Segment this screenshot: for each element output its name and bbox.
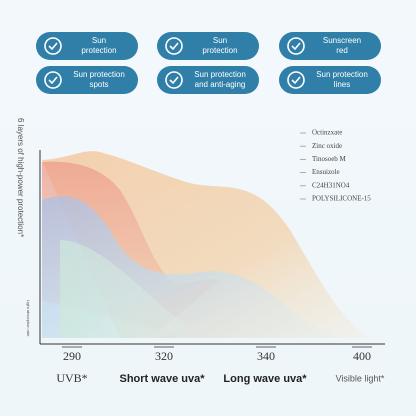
badge-bg xyxy=(279,32,381,60)
curves xyxy=(42,151,370,338)
badge-text: and anti-aging xyxy=(195,80,246,89)
badge-bg xyxy=(157,32,259,60)
region-label: Visible light* xyxy=(336,373,385,383)
legend-label: POLYSILICONE-15 xyxy=(312,195,371,203)
badge-text: lines xyxy=(334,80,350,89)
x-tick-label: 290 xyxy=(63,349,81,363)
badge-text: Sun protection xyxy=(73,70,125,79)
region-label: Short wave uva* xyxy=(120,373,206,385)
badge-icon xyxy=(44,71,62,89)
y-bottom-label: Light absorption rate xyxy=(26,300,31,337)
curve xyxy=(60,240,186,338)
legend-label: Octinzxate xyxy=(312,129,342,137)
x-tick-label: 400 xyxy=(353,349,371,363)
badge-text: spots xyxy=(89,80,108,89)
badge-text: Sunscreen xyxy=(323,36,361,45)
check xyxy=(169,76,179,85)
legend: Octinzxate Zinc oxide Tinosoeb M Ensuizole C… xyxy=(300,129,371,203)
legend-label: C24H31NO4 xyxy=(312,181,350,189)
check xyxy=(291,42,301,51)
region-label: Long wave uva* xyxy=(223,373,307,385)
legend-label: Tinosoeb M xyxy=(312,155,347,163)
badge-text: red xyxy=(336,46,348,55)
badge-text: protection xyxy=(202,46,237,55)
x-tick-label: 340 xyxy=(257,349,275,363)
badge-text: Sun xyxy=(92,36,106,45)
badge-icon xyxy=(165,37,183,55)
badge-icon xyxy=(165,71,183,89)
badge-text: Sun xyxy=(213,36,227,45)
badge-icon xyxy=(287,37,305,55)
check xyxy=(48,76,58,85)
y-axis-label: 6 layers of high-power protection* xyxy=(16,118,25,237)
x-labels: 290 320 340 400 UVB* Short wave uva* Long wave… xyxy=(56,346,385,385)
check xyxy=(48,42,58,51)
badge-bg xyxy=(36,32,138,60)
badge-bg xyxy=(36,66,138,94)
badge-text: Sun protection xyxy=(194,70,246,79)
badge-bg xyxy=(279,66,381,94)
region-label: UVB* xyxy=(56,371,87,385)
check xyxy=(169,42,179,51)
badge-icon xyxy=(44,37,62,55)
x-tick-label: 320 xyxy=(155,349,173,363)
badge-icon xyxy=(287,71,305,89)
legend-label: Zinc oxide xyxy=(312,142,342,150)
legend-label: Ensuizole xyxy=(312,168,340,176)
badge-text: protection xyxy=(81,46,116,55)
check xyxy=(291,76,301,85)
badge-text: Sun protection xyxy=(316,70,368,79)
badge-grid: SunprotectionSunprotectionSunscreenredSu… xyxy=(36,32,381,94)
badge-bg xyxy=(157,66,259,94)
